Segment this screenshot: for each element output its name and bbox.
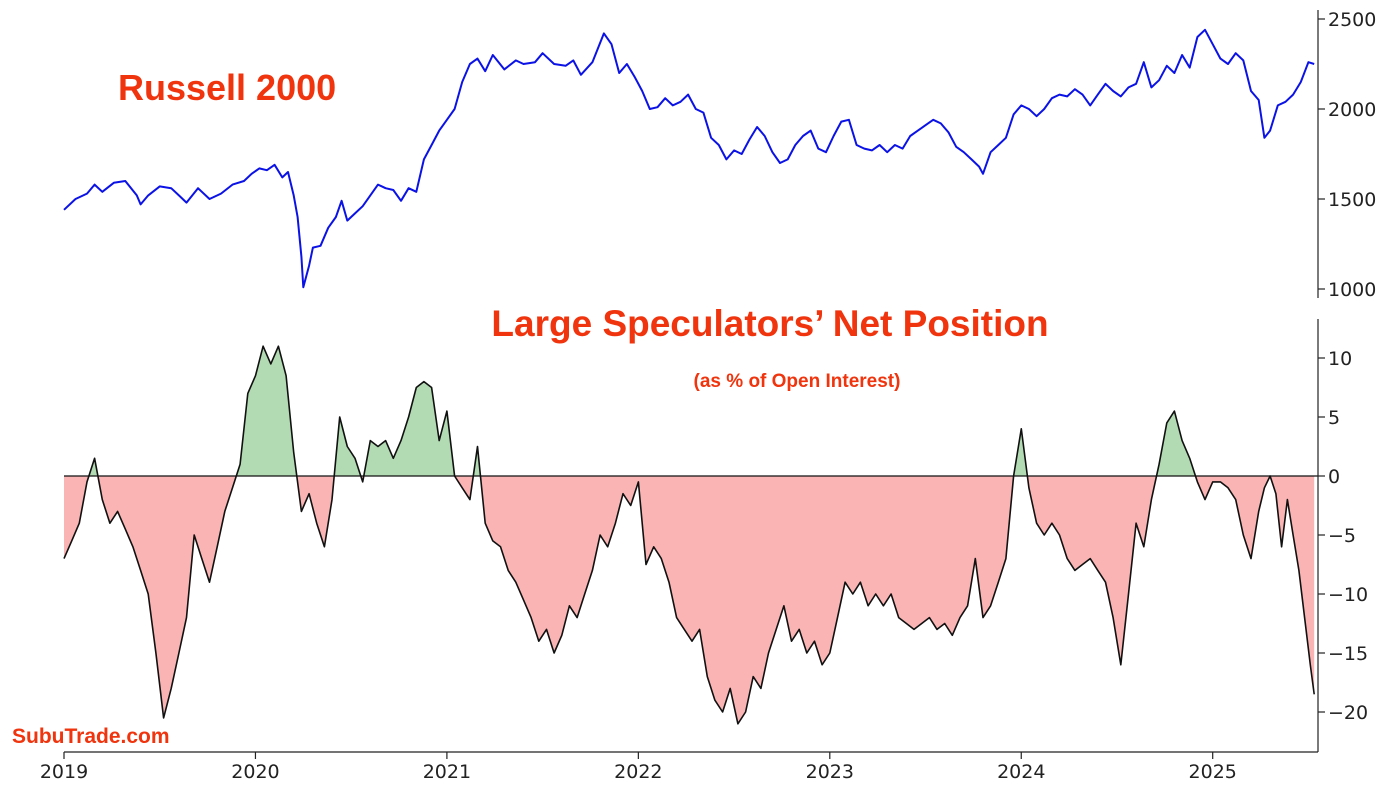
- x-tick-label: 2023: [806, 761, 854, 783]
- bottom-y-tick-label: −15: [1328, 643, 1368, 665]
- net-position-line: [63, 345, 1315, 725]
- top-y-tick-label: 2500: [1328, 9, 1376, 31]
- watermark: SubuTrade.com: [12, 725, 170, 748]
- bottom-y-tick-label: 10: [1328, 348, 1352, 370]
- positive-net-position-area: [64, 346, 1315, 476]
- x-tick-label: 2019: [40, 761, 88, 783]
- bottom-y-tick-label: 5: [1328, 407, 1340, 429]
- net-position-subtitle: (as % of Open Interest): [694, 371, 901, 392]
- russell-panel: [63, 28, 1315, 289]
- russell-2000-line: [63, 28, 1315, 289]
- top-y-tick-label: 1500: [1328, 189, 1376, 211]
- negative-net-position-area: [64, 476, 1315, 724]
- bottom-y-tick-label: −20: [1328, 702, 1368, 724]
- bottom-y-ticks: 10 5 0 −5 −10 −15 −20: [1318, 348, 1368, 724]
- russell-title: Russell 2000: [118, 67, 336, 108]
- x-tick-label: 2024: [997, 761, 1045, 783]
- net-position-panel: [63, 345, 1318, 725]
- top-y-ticks: 1000 1500 2000 2500: [1318, 9, 1376, 301]
- bottom-y-tick-label: −10: [1328, 584, 1368, 606]
- top-y-tick-label: 2000: [1328, 99, 1376, 121]
- net-position-title: Large Speculators’ Net Position: [491, 303, 1048, 344]
- x-tick-label: 2025: [1189, 761, 1237, 783]
- x-ticks: 2019 2020 2021 2022 2023 2024 2025: [40, 752, 1237, 783]
- x-tick-label: 2022: [614, 761, 662, 783]
- x-tick-label: 2020: [231, 761, 279, 783]
- bottom-y-tick-label: −5: [1328, 525, 1356, 547]
- top-y-tick-label: 1000: [1328, 279, 1376, 301]
- bottom-y-tick-label: 0: [1328, 466, 1340, 488]
- x-tick-label: 2021: [423, 761, 471, 783]
